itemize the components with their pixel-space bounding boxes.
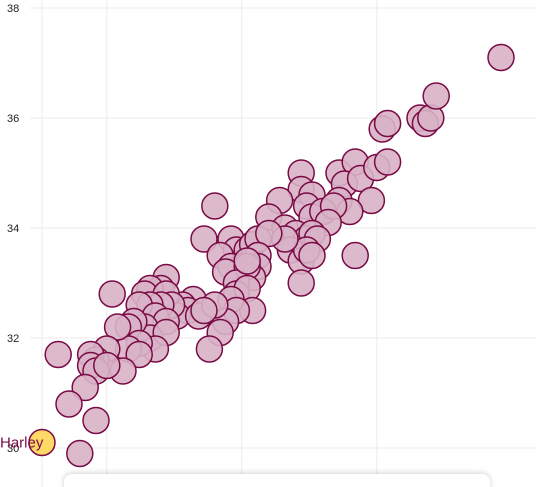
data-point[interactable] — [422, 82, 450, 110]
data-point[interactable] — [98, 280, 126, 308]
y-tick-label: 34 — [7, 223, 19, 235]
data-point[interactable] — [195, 335, 224, 363]
data-point[interactable] — [487, 43, 515, 72]
data-point[interactable] — [255, 219, 283, 248]
data-point[interactable] — [298, 241, 326, 270]
highlight-layer: Harley — [0, 428, 56, 457]
data-point[interactable] — [93, 351, 121, 380]
data-point[interactable] — [66, 439, 94, 468]
data-point[interactable] — [103, 313, 132, 341]
point-layer — [44, 43, 515, 468]
data-point[interactable] — [201, 192, 229, 220]
data-point[interactable] — [233, 247, 261, 275]
y-tick-label: 38 — [7, 3, 19, 15]
data-point[interactable] — [373, 109, 402, 138]
data-point[interactable] — [55, 390, 83, 418]
data-point[interactable] — [125, 340, 153, 369]
data-point[interactable] — [190, 225, 218, 253]
data-point[interactable] — [71, 373, 99, 402]
data-point[interactable] — [287, 269, 315, 297]
data-point[interactable] — [341, 241, 369, 270]
highlight-label: Harley — [0, 435, 44, 452]
y-tick-label: 30 — [7, 443, 19, 455]
data-point[interactable] — [357, 186, 386, 215]
y-tick-layer: 38 36 34 32 30 — [7, 3, 19, 455]
info-panel — [64, 474, 490, 487]
highlighted-data-point[interactable] — [28, 428, 56, 457]
data-point[interactable] — [44, 340, 72, 369]
y-tick-label: 32 — [7, 333, 19, 345]
data-point[interactable] — [373, 148, 402, 176]
data-point[interactable] — [82, 406, 110, 435]
y-tick-label: 36 — [7, 113, 19, 125]
data-point[interactable] — [190, 296, 218, 325]
